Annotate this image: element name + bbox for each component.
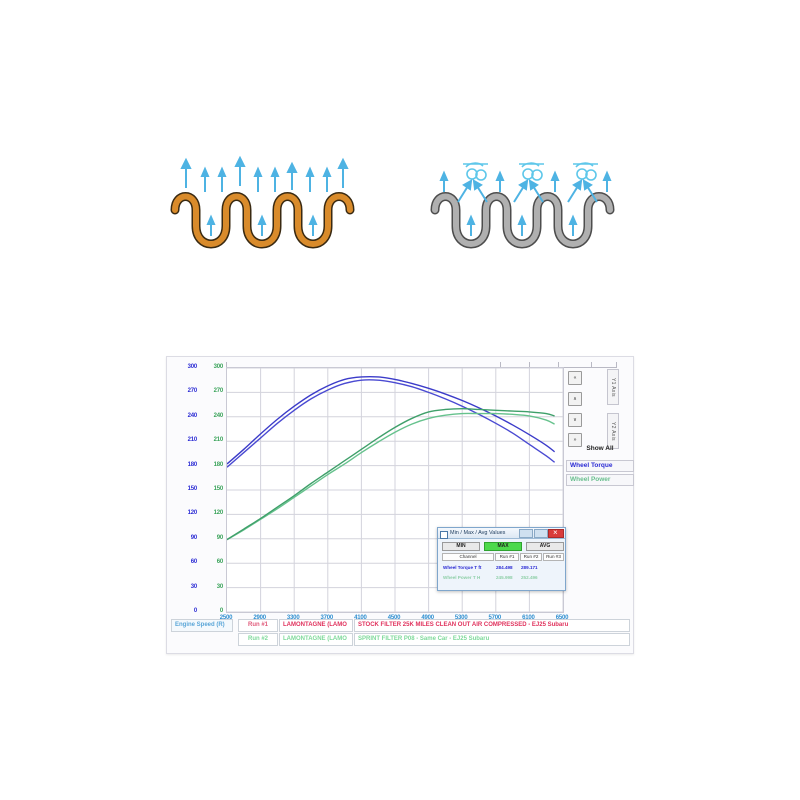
avg-mode-button[interactable]: AVG [526, 542, 564, 551]
y2-axis-tab[interactable]: Y2 Axis [607, 413, 619, 449]
dialog-title-bar: Min / Max / Avg Values [438, 528, 565, 539]
series-line-1 [227, 377, 555, 464]
cotton-trough-arrows [466, 214, 578, 236]
row-channel: Wheel Power T H [443, 575, 481, 580]
x-tick: 4500 [387, 615, 401, 621]
cotton-group [430, 162, 615, 249]
cotton-vapor-arrows [439, 170, 612, 203]
y-tick-green: 0 [219, 608, 223, 614]
polyester-vapor-arrows [180, 155, 349, 192]
top-segment-bar [591, 362, 617, 368]
x-tick: 5700 [488, 615, 502, 621]
y-tick-green: 150 [213, 486, 224, 492]
channel-wheel-torque[interactable]: Wheel Torque [566, 460, 634, 472]
legend-run2-name[interactable]: LAMONTAGNE (LAMO [279, 633, 353, 646]
legend-run1-description[interactable]: STOCK FILTER 25K MILES CLEAN OUT AIR COM… [354, 619, 630, 632]
y-tick-green: 210 [213, 437, 224, 444]
y-tick-green: 30 [216, 583, 223, 590]
column-header-run2: Run #2 [520, 553, 542, 561]
scroll-down-double-button[interactable]: » [568, 433, 582, 447]
legend-run1-label[interactable]: Run #1 [238, 619, 278, 632]
column-header-channel: Channel [442, 553, 494, 561]
y-tick-green: 60 [216, 559, 223, 566]
row-run1-value: 284.498 [496, 565, 513, 570]
legend-engine-speed[interactable]: Engine Speed (R) [171, 619, 233, 632]
y-tick-green: 90 [216, 534, 223, 541]
x-tick: 6500 [555, 615, 569, 621]
row-run2-value: 252.496 [521, 575, 538, 580]
dialog-icon [440, 530, 448, 539]
legend-run2-label[interactable]: Run #2 [238, 633, 278, 646]
polyester-group [170, 155, 355, 249]
close-icon[interactable] [548, 528, 564, 538]
show-all-button[interactable]: Show All [586, 445, 614, 452]
y-tick-blue: 180 [187, 461, 198, 468]
y-tick-blue: 120 [187, 510, 198, 517]
y-tick-blue: 60 [190, 559, 197, 566]
x-tick: 6100 [522, 615, 535, 621]
y-tick-blue: 90 [190, 534, 197, 541]
channel-wheel-power[interactable]: Wheel Power [566, 474, 634, 486]
min-max-avg-dialog[interactable]: Min / Max / Avg Values MIN MAX AVG Chann… [437, 527, 566, 591]
min-mode-button[interactable]: MIN [442, 542, 480, 551]
y-tick-blue: 210 [187, 437, 198, 444]
polyester-fiber [172, 193, 353, 247]
scroll-up-button[interactable]: ∧ [568, 392, 582, 406]
y-tick-blue: 240 [187, 412, 198, 419]
series-line-3 [227, 409, 555, 540]
dialog-title-text: Min / Max / Avg Values [450, 530, 506, 536]
x-tick: 3700 [320, 615, 334, 621]
y-tick-blue: 150 [187, 486, 198, 492]
cotton-moisture-clusters [463, 162, 598, 181]
cotton-fiber [432, 193, 613, 247]
y-tick-blue: 0 [193, 608, 197, 614]
row-run2-value: 289.171 [521, 565, 538, 570]
y-tick-green: 270 [213, 388, 224, 395]
row-channel: Wheel Torque T ft [443, 565, 482, 570]
scroll-up-double-button[interactable]: « [568, 371, 582, 385]
y-tick-blue: 30 [190, 583, 197, 590]
legend-run2-description[interactable]: SPRINT FILTER P08 - Same Car - EJ25 Suba… [354, 633, 630, 646]
fabric-svg [170, 155, 615, 249]
minimize-button[interactable] [519, 529, 533, 538]
y-tick-green: 240 [213, 412, 224, 419]
x-tick: 2500 [219, 615, 233, 621]
dyno-chart-window: 0 30 60 90 120 150 180 210 240 270 300 0 30 60 90 120 1… [166, 356, 634, 654]
column-header-run1: Run #1 [495, 553, 519, 561]
scroll-down-button[interactable]: ∨ [568, 413, 582, 427]
series-line-2 [227, 413, 555, 539]
y-tick-green: 120 [213, 510, 224, 517]
y1-axis-tab[interactable]: Y1 Axis [607, 369, 619, 405]
y-tick-green: 300 [213, 364, 224, 370]
x-tick: 5300 [454, 615, 468, 621]
x-tick: 3300 [286, 615, 300, 621]
x-tick: 4100 [354, 615, 367, 621]
y-tick-green: 180 [213, 461, 224, 468]
series-line-0 [227, 380, 555, 467]
polyester-trough-arrows [206, 214, 318, 236]
x-tick: 2900 [253, 615, 266, 621]
row-run1-value: 245.998 [496, 575, 513, 580]
max-mode-button[interactable]: MAX [484, 542, 522, 551]
column-header-run3: Run #3 [543, 553, 564, 561]
maximize-button[interactable] [534, 529, 548, 538]
y-tick-blue: 300 [187, 364, 198, 370]
fabric-illustration: Poliestere Cotone [0, 140, 800, 539]
legend-run1-name[interactable]: LAMONTAGNE (LAMO [279, 619, 353, 632]
y-tick-blue: 270 [187, 388, 198, 395]
x-tick: 4900 [421, 615, 434, 621]
